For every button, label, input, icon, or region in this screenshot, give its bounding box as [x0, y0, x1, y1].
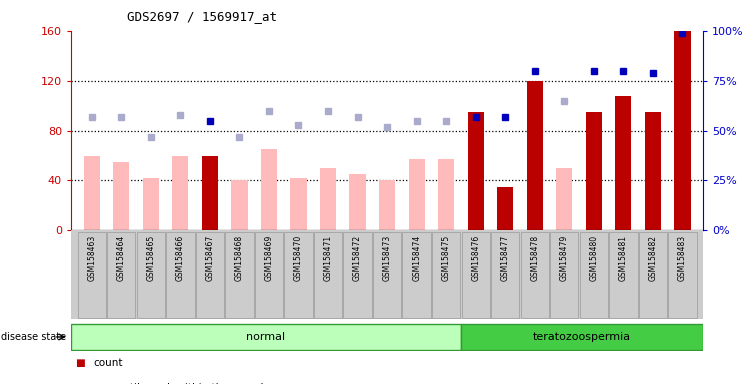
Bar	[137, 232, 165, 318]
Bar	[143, 178, 159, 230]
Text: GSM158482: GSM158482	[649, 235, 657, 281]
Bar	[521, 232, 549, 318]
Text: GSM158475: GSM158475	[441, 235, 450, 281]
Bar	[645, 112, 661, 230]
Bar	[113, 162, 129, 230]
Text: count: count	[94, 358, 123, 368]
Text: GSM158474: GSM158474	[412, 235, 421, 281]
Bar	[290, 178, 307, 230]
Text: ■: ■	[75, 358, 85, 368]
Bar	[349, 174, 366, 230]
Bar	[550, 232, 578, 318]
Bar	[639, 232, 667, 318]
Bar	[373, 232, 401, 318]
Text: GSM158477: GSM158477	[500, 235, 509, 281]
Bar	[196, 232, 224, 318]
Text: percentile rank within the sample: percentile rank within the sample	[94, 383, 269, 384]
Text: GSM158479: GSM158479	[560, 235, 568, 281]
Text: GSM158483: GSM158483	[678, 235, 687, 281]
Bar	[468, 112, 484, 230]
Bar	[461, 324, 703, 350]
Bar	[580, 232, 608, 318]
Text: disease state: disease state	[1, 332, 67, 342]
Bar	[432, 232, 460, 318]
Text: GSM158465: GSM158465	[147, 235, 156, 281]
Bar	[84, 156, 99, 230]
Bar	[255, 232, 283, 318]
Bar	[71, 324, 461, 350]
Bar	[314, 232, 342, 318]
Text: GSM158471: GSM158471	[324, 235, 333, 281]
Bar	[107, 232, 135, 318]
Text: ■: ■	[75, 383, 85, 384]
Bar	[408, 159, 425, 230]
Bar	[172, 156, 188, 230]
Text: GSM158469: GSM158469	[265, 235, 274, 281]
Text: GSM158473: GSM158473	[382, 235, 392, 281]
Bar	[402, 232, 431, 318]
Bar	[231, 180, 248, 230]
Bar	[261, 149, 277, 230]
Text: GSM158468: GSM158468	[235, 235, 244, 281]
Text: GSM158463: GSM158463	[88, 235, 96, 281]
Bar	[491, 232, 519, 318]
Text: GSM158478: GSM158478	[530, 235, 539, 281]
Text: GSM158476: GSM158476	[471, 235, 480, 281]
Bar	[225, 232, 254, 318]
Text: GDS2697 / 1569917_at: GDS2697 / 1569917_at	[127, 10, 278, 23]
Text: GSM158470: GSM158470	[294, 235, 303, 281]
Text: GSM158467: GSM158467	[206, 235, 215, 281]
Bar	[78, 232, 106, 318]
Bar	[668, 232, 696, 318]
Text: GSM158466: GSM158466	[176, 235, 185, 281]
Bar	[527, 81, 543, 230]
Bar	[284, 232, 313, 318]
Bar	[343, 232, 372, 318]
Bar	[438, 159, 454, 230]
Text: GSM158481: GSM158481	[619, 235, 628, 281]
Bar	[557, 168, 572, 230]
Bar	[586, 112, 602, 230]
Bar	[497, 187, 513, 230]
Text: teratozoospermia: teratozoospermia	[533, 332, 631, 342]
Text: GSM158472: GSM158472	[353, 235, 362, 281]
Bar	[462, 232, 490, 318]
Bar	[616, 96, 631, 230]
Bar	[675, 31, 690, 230]
Text: GSM158464: GSM158464	[117, 235, 126, 281]
Bar	[609, 232, 637, 318]
Bar	[202, 156, 218, 230]
Bar	[379, 180, 395, 230]
Bar	[166, 232, 194, 318]
Text: normal: normal	[246, 332, 286, 342]
Text: GSM158480: GSM158480	[589, 235, 598, 281]
Bar	[320, 168, 336, 230]
